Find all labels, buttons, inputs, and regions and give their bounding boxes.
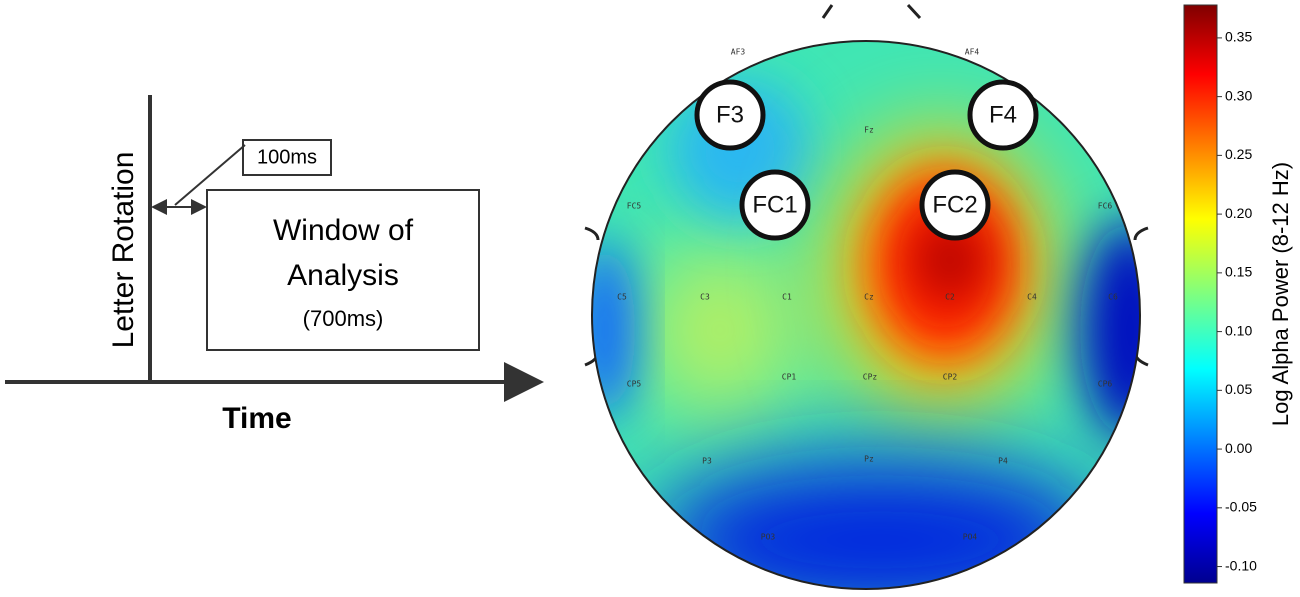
electrode-label: Cz (864, 293, 874, 302)
electrode-label: CP6 (1098, 380, 1113, 389)
electrode-marker (967, 79, 1039, 151)
tick-label: 0.35 (1225, 29, 1252, 45)
electrode-marker (739, 169, 811, 241)
colorbar-scale (1183, 4, 1218, 584)
electrode-label: PO3 (761, 533, 776, 542)
electrode-marker (919, 169, 991, 241)
colorbar-label: Log Alpha Power (8-12 Hz) (1268, 162, 1293, 426)
electrode-label: FC6 (1098, 202, 1113, 211)
electrode-name: FC2 (932, 191, 977, 218)
window-box (206, 189, 480, 351)
x-label: Time (222, 402, 291, 435)
nose (821, 3, 922, 20)
topomap: AF3 AF4 Fz FC5 FC6 C5 C3 C1 Cz C2 C4 C6 CP5 CP1 CPz CP2… (584, 3, 1149, 590)
electrode-label: C2 (945, 293, 955, 302)
leader-line (174, 144, 246, 206)
electrode-name: F4 (989, 101, 1017, 128)
electrode-label: CP2 (943, 373, 958, 382)
tick-label: 0.00 (1225, 440, 1252, 456)
tick-label: 0.10 (1225, 322, 1252, 338)
timeline: Letter Rotation 100ms Window of Analysis… (5, 95, 544, 435)
electrode-label: C5 (617, 293, 627, 302)
electrode-name: FC1 (752, 191, 797, 218)
electrode-label: C6 (1108, 293, 1118, 302)
electrode-label: P4 (998, 457, 1008, 466)
electrode-name: F3 (716, 101, 744, 128)
offset-label: 100ms (257, 146, 317, 168)
electrode-label: C4 (1027, 293, 1037, 302)
tick-label: -0.10 (1225, 557, 1257, 573)
heatmap (592, 41, 1140, 589)
tick-label: 0.25 (1225, 146, 1252, 162)
window-title: Analysis (287, 259, 399, 292)
electrode-marker (694, 79, 766, 151)
electrode-label: AF3 (731, 48, 746, 57)
electrode-label: C3 (700, 293, 710, 302)
electrode-label: CP1 (782, 373, 797, 382)
tick-label: 0.15 (1225, 264, 1252, 280)
electrode-label: Pz (864, 455, 874, 464)
tick-label: -0.05 (1225, 499, 1257, 515)
electrode-label: Fz (864, 126, 874, 135)
electrode-label: CPz (863, 373, 878, 382)
tick-label: 0.05 (1225, 381, 1252, 397)
window-duration: (700ms) (303, 306, 384, 331)
offset-box (242, 139, 332, 176)
electrode-label: CP5 (627, 380, 642, 389)
head-outline (591, 40, 1141, 590)
tick-label: 0.20 (1225, 205, 1252, 221)
electrode-label: P3 (702, 457, 712, 466)
colorbar: Log Alpha Power (8-12 Hz) 0.35 0.30 0.25 0.… (1183, 4, 1293, 584)
tick-label: 0.30 (1225, 87, 1252, 103)
electrode-label: FC5 (627, 202, 642, 211)
electrode-label: PO4 (963, 533, 978, 542)
electrode-label: C1 (782, 293, 792, 302)
electrode-label: AF4 (965, 48, 980, 57)
axis-label: Letter Rotation (107, 152, 140, 349)
window-title: Window of (273, 214, 414, 247)
